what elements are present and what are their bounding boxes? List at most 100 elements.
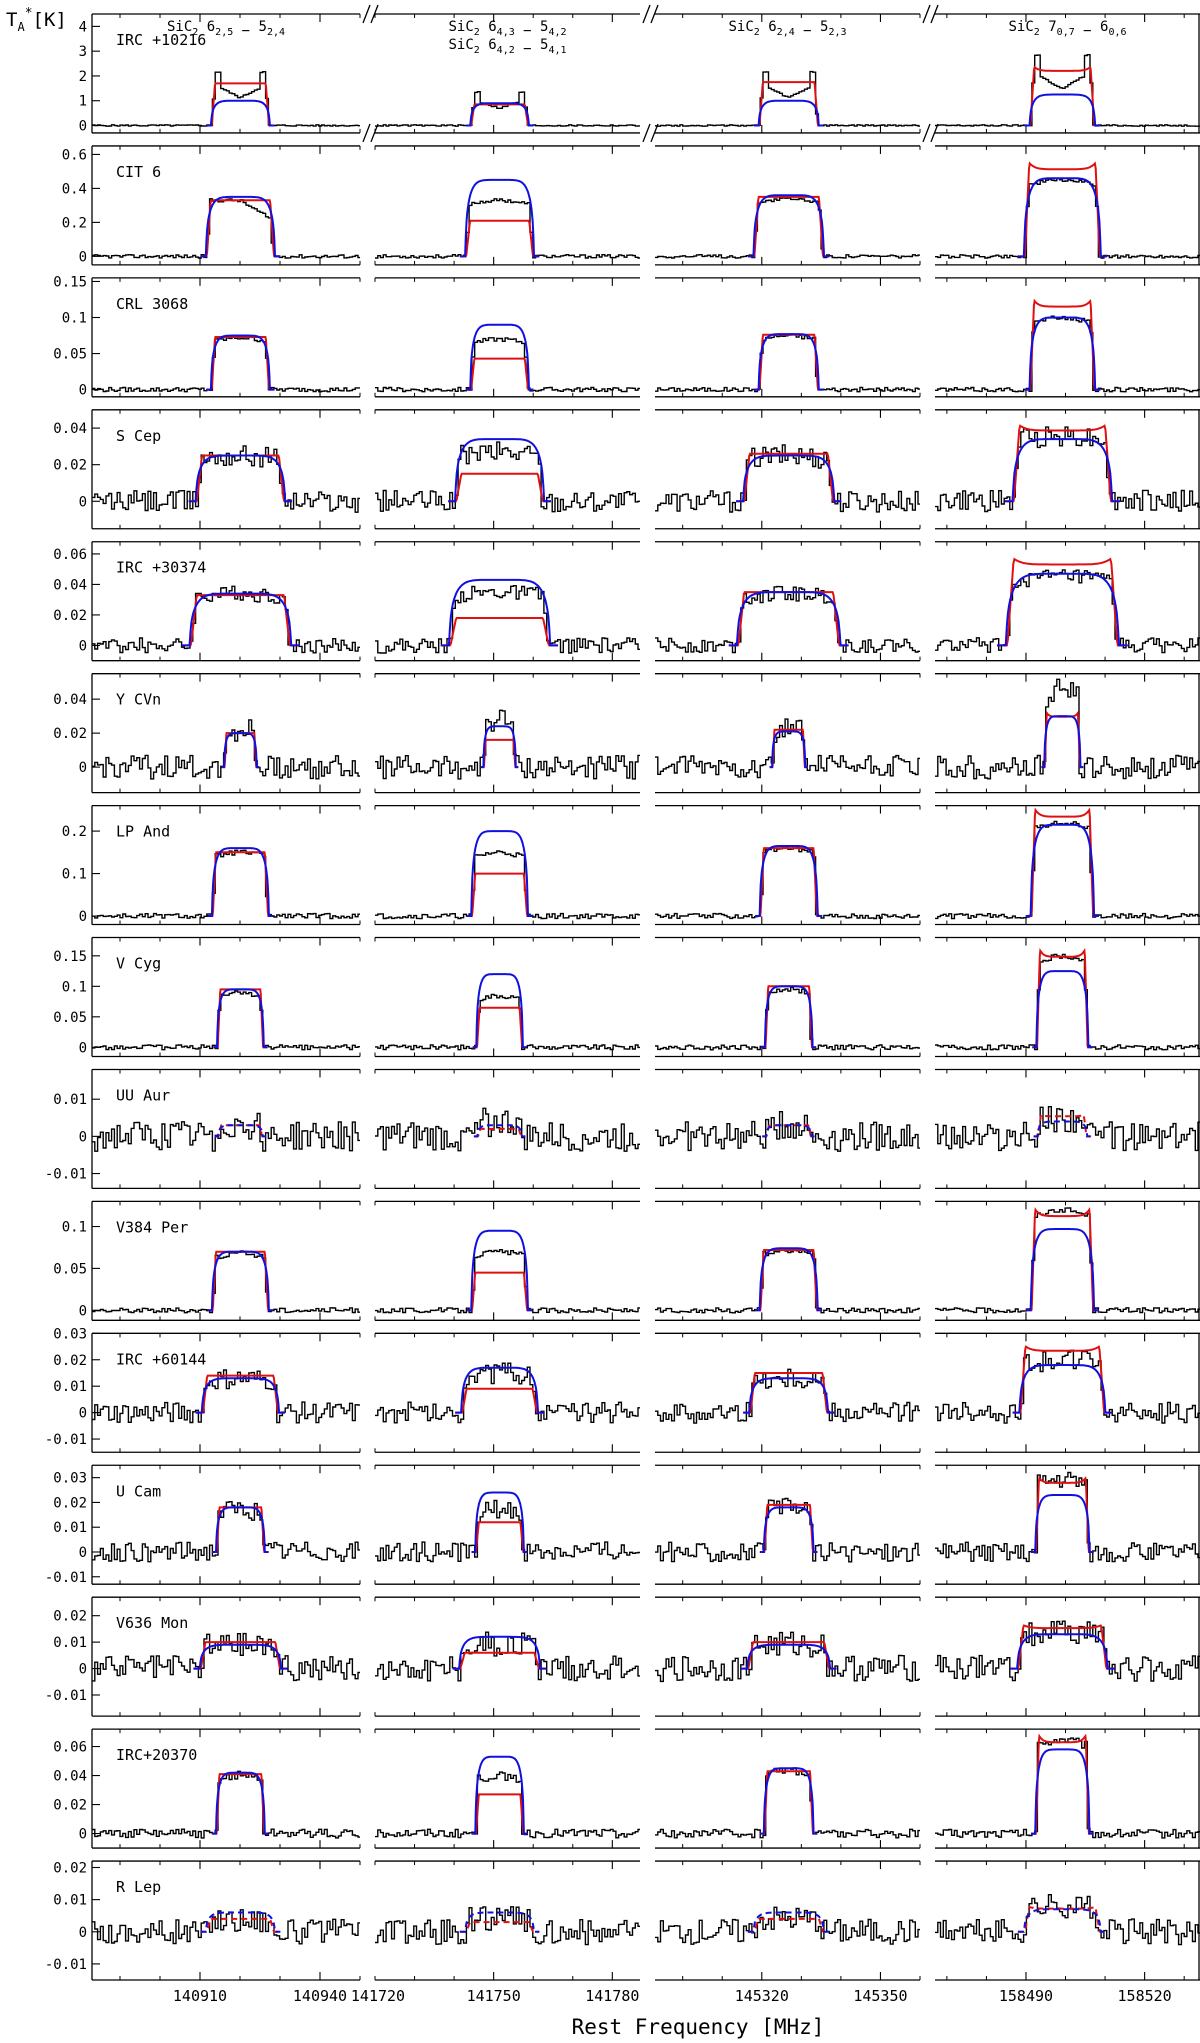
panel-r6-c2 [655, 804, 921, 926]
model-red-spectrum [1031, 1733, 1094, 1835]
row-cit-6: CIT 6 0 0.2 0.4 0.6 [62, 145, 1200, 266]
y-tick-label: 0.02 [53, 726, 87, 742]
model-blue-spectrum [736, 454, 842, 503]
y-tick-label: -0.01 [45, 1688, 87, 1704]
observed-spectrum [92, 445, 360, 513]
model-red-spectrum [466, 872, 533, 917]
observed-spectrum [92, 1632, 360, 1682]
transition-upper: 6 [207, 19, 215, 35]
x-tick-label-edge: 141720 [351, 1987, 405, 2005]
panel-r5-c3 [935, 673, 1200, 794]
axis-break-slash [930, 123, 939, 143]
panel-r11-c0: -0.01 0 0.01 0.02 0.03 [45, 1464, 361, 1586]
transition-lower: 5 [540, 37, 548, 53]
y-tick-label: 0.02 [53, 1609, 87, 1625]
model-red-spectrum [181, 594, 300, 647]
y-tick-label: -0.01 [45, 1167, 87, 1183]
model-blue-spectrum [193, 1643, 288, 1670]
model-blue-spectrum [455, 1366, 544, 1414]
panel-r3-c2 [655, 409, 921, 530]
transition-mol-sub: 2 [192, 27, 198, 38]
observed-spectrum [655, 1111, 920, 1152]
observed-spectrum [655, 1497, 920, 1563]
panel-r11-c1 [374, 1464, 640, 1585]
y-tick-label: 0 [79, 249, 87, 265]
y-tick-label: 0 [79, 909, 87, 925]
observed-spectrum [935, 1106, 1200, 1152]
model-blue-spectrum [1024, 93, 1101, 127]
model-blue-spectrum [452, 1635, 547, 1670]
panel-r12-c3 [935, 1596, 1200, 1717]
transition-upper: 7 [1048, 19, 1056, 35]
panel-r12-c1 [374, 1596, 640, 1717]
model-red-spectrum [212, 1773, 269, 1835]
model-red-spectrum [195, 1374, 286, 1414]
transition-lower-sub: 2,3 [828, 27, 846, 38]
panel-r13-c1 [374, 1728, 640, 1849]
y-tick-label: 0.01 [53, 1092, 87, 1108]
panel-r7-c0: 0 0.05 0.1 0.15 [53, 936, 361, 1058]
observed-spectrum [92, 1770, 360, 1839]
model-blue-spectrum [1004, 438, 1120, 503]
y-tick-label: 0.03 [53, 1471, 87, 1487]
row-s-cep: S Cep 0 0.02 0.04 [53, 409, 1200, 530]
x-tick-label: 145320 [735, 1987, 789, 2005]
model-red-spectrum [769, 728, 808, 769]
model-red-spectrum [206, 336, 275, 391]
transition-label: SiC2 70,7 − 60,6 [1008, 19, 1126, 39]
model-red-spectrum [755, 847, 823, 917]
y-tick-label: 0.01 [53, 1520, 87, 1536]
panel-r13-c3 [935, 1728, 1200, 1849]
source-label: IRC +30374 [116, 559, 206, 577]
observed-spectrum [935, 177, 1200, 259]
model-blue-spectrum [466, 830, 533, 917]
row-v636-mon: V636 Mon -0.01 0 0.01 0.02 [45, 1596, 1200, 1717]
model-red-spectrum [1024, 298, 1101, 391]
observed-spectrum [655, 718, 920, 779]
panel-r3-c3 [935, 409, 1200, 530]
observed-spectrum [375, 993, 640, 1051]
observed-spectrum [935, 426, 1200, 513]
observed-spectrum [375, 198, 640, 259]
axis-break-mark [362, 4, 379, 143]
model-red-spectrum [753, 81, 824, 127]
transition-lower: 6 [1100, 19, 1108, 35]
model-blue-spectrum [997, 572, 1128, 647]
panel-r9-c1 [374, 1200, 640, 1321]
panel-r2-c2 [655, 277, 921, 398]
panel-r3-c0: 0 0.02 0.04 [53, 409, 361, 530]
row-y-cvn: Y CVn 0 0.02 0.04 [53, 673, 1200, 794]
model-red-spectrum [471, 1793, 528, 1835]
figure-labels: Rest Frequency [MHz] TA*[K] [6, 6, 824, 2039]
panel-r5-c0: 0 0.02 0.04 [53, 673, 361, 794]
model-red-spectrum [206, 82, 275, 127]
x-tick-label: 141780 [585, 1987, 639, 2005]
observed-spectrum [375, 441, 640, 513]
y-tick-label: 0 [79, 494, 87, 510]
model-red-spectrum [473, 1127, 526, 1138]
source-label: R Lep [116, 1878, 161, 1896]
panel-r9-c3 [935, 1200, 1200, 1321]
model-red-spectrum [1004, 424, 1120, 503]
axis-break-slash [362, 123, 371, 143]
panel-r4-c2 [655, 541, 921, 662]
model-red-spectrum [193, 1641, 288, 1670]
y-tick-label: 0.1 [62, 867, 87, 883]
panel-r1-c0: 0 0.2 0.4 0.6 [62, 145, 361, 266]
panel-r6-c1 [374, 804, 640, 926]
y-tick-label: 0.02 [53, 458, 87, 474]
transition-upper-sub: 2,5 [215, 27, 233, 38]
model-red-spectrum [459, 219, 540, 258]
y-tick-label: 0 [79, 1545, 87, 1561]
panel-r10-c1 [374, 1332, 640, 1453]
transition-lower-sub: 2,4 [267, 27, 285, 38]
panel-r8-c1 [374, 1068, 640, 1190]
axis-break-mark [642, 4, 659, 143]
model-red-spectrum [747, 195, 830, 258]
model-blue-spectrum [1012, 1364, 1112, 1414]
transition-upper: 6 [768, 19, 776, 35]
transition-lower-sub: 4,2 [548, 27, 566, 38]
row-irc-20370: IRC+20370 0 0.02 0.04 0.06 [53, 1728, 1200, 1849]
